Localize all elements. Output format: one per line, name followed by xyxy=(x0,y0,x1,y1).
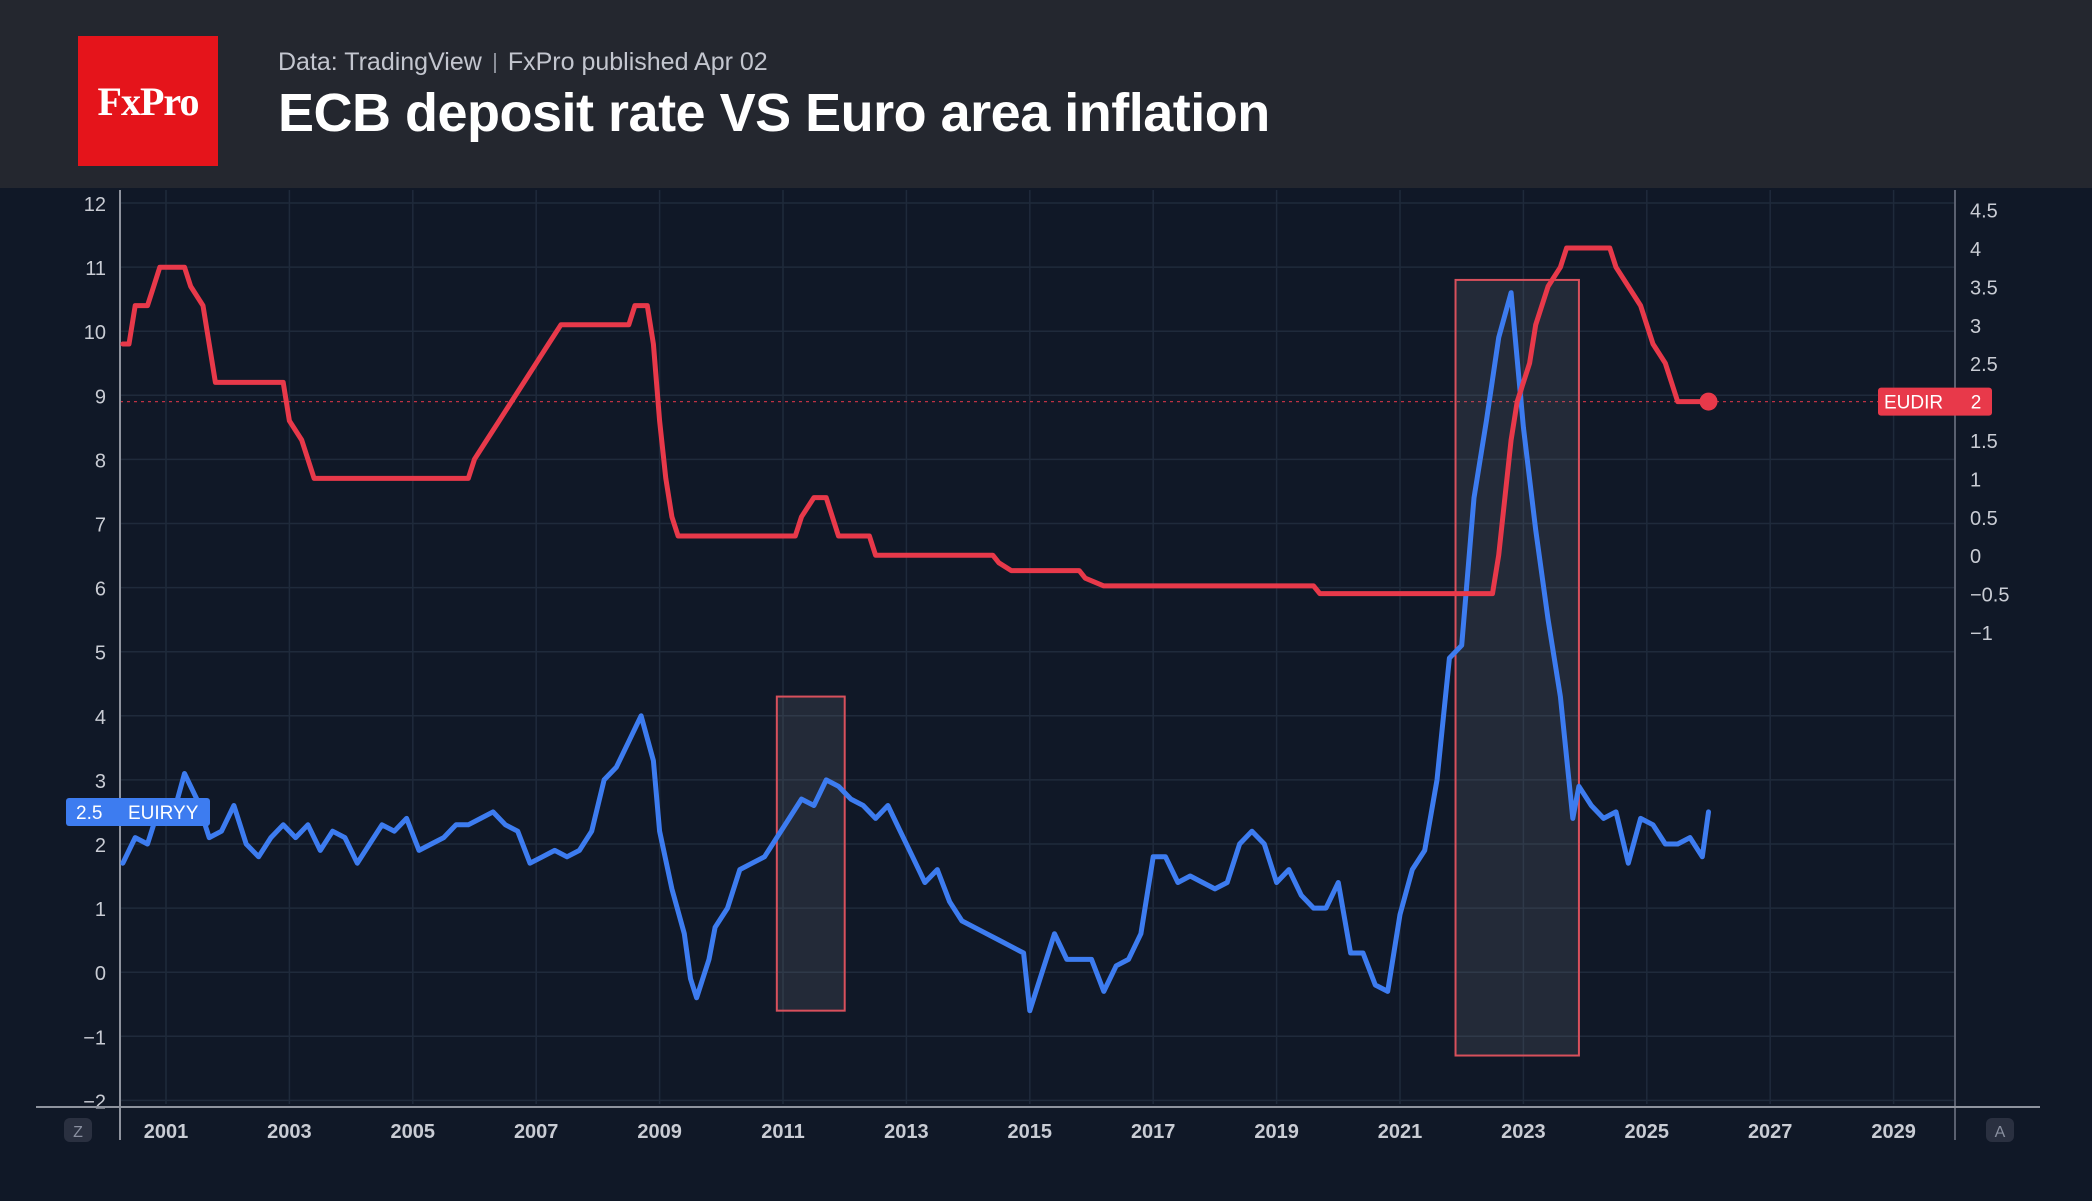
x-tick-label: 2023 xyxy=(1501,1121,1546,1143)
y-left-tick-label: 6 xyxy=(95,579,106,601)
eudir-badge-value: 2 xyxy=(1971,393,1982,414)
y-right-tick-label: 1 xyxy=(1970,469,1981,491)
y-left-tick-label: 7 xyxy=(95,515,106,537)
y-right-tick-label: 2.5 xyxy=(1970,354,1998,376)
euiryy-badge xyxy=(66,797,210,826)
x-tick-label: 2001 xyxy=(144,1121,189,1143)
y-right-tick-label: 4.5 xyxy=(1970,201,1998,223)
y-right-tick-label: 1.5 xyxy=(1970,431,1998,453)
y-right-tick-label: −1 xyxy=(1970,623,1993,645)
x-tick-label: 2029 xyxy=(1871,1121,1916,1143)
euiryy-badge-name: EUIRYY xyxy=(128,803,199,824)
data-source-label: Data: TradingView xyxy=(278,48,482,76)
euiryy-badge-value: 2.5 xyxy=(76,803,102,824)
y-right-tick-label: 0.5 xyxy=(1970,508,1998,530)
x-tick-label: 2013 xyxy=(884,1121,929,1143)
x-tick-label: 2017 xyxy=(1131,1121,1176,1143)
x-tick-label: 2011 xyxy=(761,1121,804,1143)
y-right-tick-label: 3.5 xyxy=(1970,277,1998,299)
axis-corner-right-label: A xyxy=(1995,1124,2006,1141)
axis-corner-left-label: Z xyxy=(73,1124,83,1141)
y-right-tick-label: −0.5 xyxy=(1970,585,2009,607)
chart-header: FxPro Data: TradingView FxPro published … xyxy=(0,0,2092,188)
y-right-tick-label: 0 xyxy=(1970,546,1981,568)
eudir-badge-name: EUDIR xyxy=(1884,393,1943,414)
y-left-tick-label: 9 xyxy=(95,386,106,408)
x-tick-label: 2019 xyxy=(1254,1121,1299,1143)
source-line: Data: TradingView FxPro published Apr 02 xyxy=(278,48,768,77)
source-separator xyxy=(493,52,496,73)
logo-text: FxPro xyxy=(97,78,200,124)
fxpro-logo: FxPro xyxy=(78,36,218,166)
axis-corner-right-badge xyxy=(1986,1118,2014,1142)
y-right-tick-label: 3 xyxy=(1970,316,1981,338)
line-chart: 1211109876543210−1−24.543.532.521.510.50… xyxy=(36,190,2040,1143)
series-line-euiryy xyxy=(120,290,1711,1014)
y-left-tick-label: 5 xyxy=(95,643,106,665)
highlight-range-1 xyxy=(775,695,846,1012)
y-left-tick-label: −1 xyxy=(83,1027,106,1049)
x-tick-label: 2015 xyxy=(1008,1121,1053,1143)
x-tick-label: 2003 xyxy=(267,1121,312,1143)
x-tick-label: 2021 xyxy=(1378,1121,1423,1143)
y-left-tick-label: 4 xyxy=(95,707,106,729)
y-left-tick-label: −2 xyxy=(83,1091,106,1113)
axis-corner-left-badge xyxy=(64,1118,92,1142)
x-tick-label: 2009 xyxy=(637,1121,682,1143)
eudir-badge xyxy=(1878,387,1992,416)
x-tick-label: 2005 xyxy=(391,1121,436,1143)
y-left-tick-label: 12 xyxy=(84,194,106,216)
x-tick-label: 2025 xyxy=(1625,1121,1670,1143)
x-tick-label: 2027 xyxy=(1748,1121,1793,1143)
y-left-tick-label: 0 xyxy=(95,963,106,985)
chart-title: ECB deposit rate VS Euro area inflation xyxy=(278,83,1270,143)
y-left-tick-label: 1 xyxy=(95,899,106,921)
series-line-eudir xyxy=(120,245,1711,597)
y-right-tick-label: 4 xyxy=(1970,239,1981,261)
y-left-tick-label: 11 xyxy=(85,258,106,280)
chart-area: 1211109876543210−1−24.543.532.521.510.50… xyxy=(0,188,2092,1196)
y-left-tick-label: 10 xyxy=(84,322,106,344)
series-end-dot-eudir xyxy=(1699,392,1718,411)
y-left-tick-label: 8 xyxy=(95,450,106,472)
published-label: FxPro published Apr 02 xyxy=(507,48,768,76)
x-tick-label: 2007 xyxy=(514,1121,559,1143)
y-left-tick-label: 3 xyxy=(95,771,106,793)
y-left-tick-label: 2 xyxy=(95,835,106,857)
